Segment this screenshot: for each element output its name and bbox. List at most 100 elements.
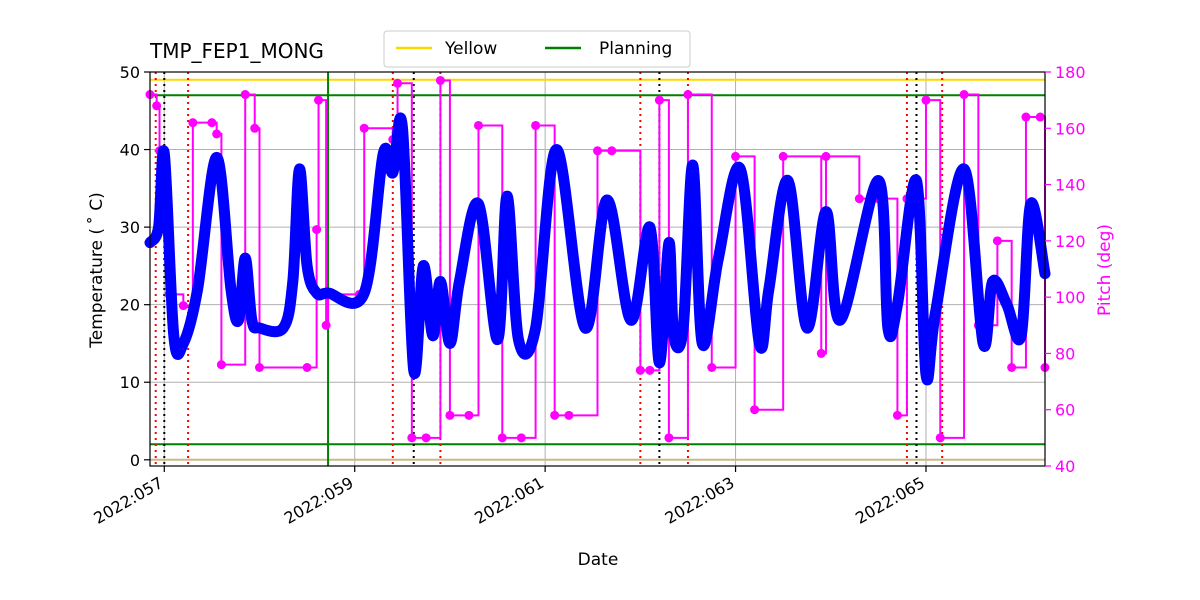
y-tick-label: 50: [120, 63, 140, 82]
temperature-point: [895, 302, 900, 307]
pitch-point: [750, 405, 760, 415]
pitch-point: [821, 151, 831, 161]
pitch-point: [240, 90, 250, 100]
temperature-point: [281, 325, 286, 330]
temperature-point: [457, 279, 462, 284]
y2-tick-label: 80: [1055, 344, 1075, 363]
temperature-point: [923, 372, 928, 377]
temperature-series-layer: [144, 112, 1051, 386]
pitch-point: [531, 120, 541, 130]
temperature-point: [605, 197, 610, 202]
temperature-point: [162, 151, 167, 156]
limit-lines-layer: [150, 72, 1045, 466]
temperature-point: [214, 155, 219, 160]
y-tick-label: 30: [120, 218, 140, 237]
pitch-point: [854, 194, 864, 204]
pitch-point: [992, 236, 1002, 246]
temperature-point: [962, 166, 967, 171]
temperature-point: [505, 194, 510, 199]
temperature-point: [156, 225, 161, 230]
y2-axis-label: Pitch (deg): [1095, 224, 1115, 316]
legend: Yellow Planning: [383, 30, 691, 68]
temperature-point: [476, 201, 481, 206]
temperature-point: [647, 225, 652, 230]
temperature-point: [876, 178, 881, 183]
pitch-point: [250, 123, 260, 133]
pitch-point: [664, 433, 674, 443]
pitch-point: [1007, 363, 1017, 372]
temperature-point: [1004, 302, 1009, 307]
temperature-point: [690, 163, 695, 168]
pitch-point: [314, 95, 324, 105]
temperature-point: [583, 325, 588, 330]
legend-label-yellow: Yellow: [444, 39, 497, 59]
temperature-point: [981, 341, 986, 346]
y2-tick-label: 120: [1055, 232, 1086, 251]
pitch-point: [464, 410, 474, 420]
pitch-point: [550, 410, 560, 420]
pitch-point: [1021, 112, 1031, 122]
pitch-point: [1035, 112, 1045, 122]
y-axis-label: Temperature ( ˚ C): [86, 192, 107, 349]
pitch-point: [212, 129, 222, 139]
temperature-point: [554, 147, 559, 152]
temperature-point: [381, 151, 386, 156]
pitch-point: [216, 360, 226, 370]
temperature-point: [1019, 333, 1024, 338]
pitch-point: [207, 118, 217, 128]
pitch-point: [959, 90, 969, 100]
pitch-point: [683, 90, 693, 100]
temperature-point: [533, 325, 538, 330]
temperature-point: [804, 325, 809, 330]
pitch-point: [516, 433, 526, 443]
temperature-point: [243, 256, 248, 261]
pitch-point: [654, 95, 664, 105]
temperature-point: [305, 263, 310, 268]
temperature-point: [257, 325, 262, 330]
pitch-point: [921, 95, 931, 105]
pitch-point: [935, 433, 945, 443]
pitch-point: [435, 75, 445, 85]
y2-tick-label: 140: [1055, 176, 1086, 195]
temperature-point: [495, 337, 500, 342]
temperature-point: [390, 170, 395, 175]
y2-tick-label: 160: [1055, 119, 1086, 138]
temperature-point: [249, 318, 254, 323]
temperature-point: [700, 341, 705, 346]
legend-box: [383, 30, 691, 68]
y2-tick-label: 40: [1055, 457, 1075, 476]
pitch-point: [731, 151, 741, 161]
temperature-point: [290, 279, 295, 284]
pitch-point: [564, 410, 574, 420]
legend-label-planning: Planning: [599, 39, 672, 59]
temperature-point: [785, 178, 790, 183]
pitch-point: [445, 410, 455, 420]
pitch-point: [359, 123, 369, 133]
temperature-point: [885, 325, 890, 330]
temperature-point: [447, 341, 452, 346]
pitch-point: [178, 301, 188, 311]
temperature-point: [236, 318, 241, 323]
temperature-point: [990, 279, 995, 284]
temperature-point: [430, 333, 435, 338]
temperature-point: [326, 291, 331, 296]
pitch-point: [321, 320, 331, 330]
y-axis-right: 40 60 80 100 120 140 160 180: [1045, 63, 1086, 476]
y2-tick-label: 60: [1055, 401, 1075, 420]
temperature-point: [671, 333, 676, 338]
plot-frame: [149, 71, 1046, 467]
temperature-point: [181, 341, 186, 346]
pitch-point: [254, 363, 264, 372]
pitch-point: [892, 410, 902, 420]
temperature-point: [516, 337, 521, 342]
pitch-point: [302, 363, 312, 372]
temperature-point: [228, 287, 233, 292]
y-axis-left: 0 10 20 30 40 50: [120, 63, 150, 470]
pitch-point: [312, 225, 322, 235]
temperature-point: [824, 209, 829, 214]
pitch-point: [645, 365, 655, 375]
pitch-point: [152, 101, 162, 111]
pitch-point: [393, 78, 403, 88]
temperature-point: [314, 291, 319, 296]
